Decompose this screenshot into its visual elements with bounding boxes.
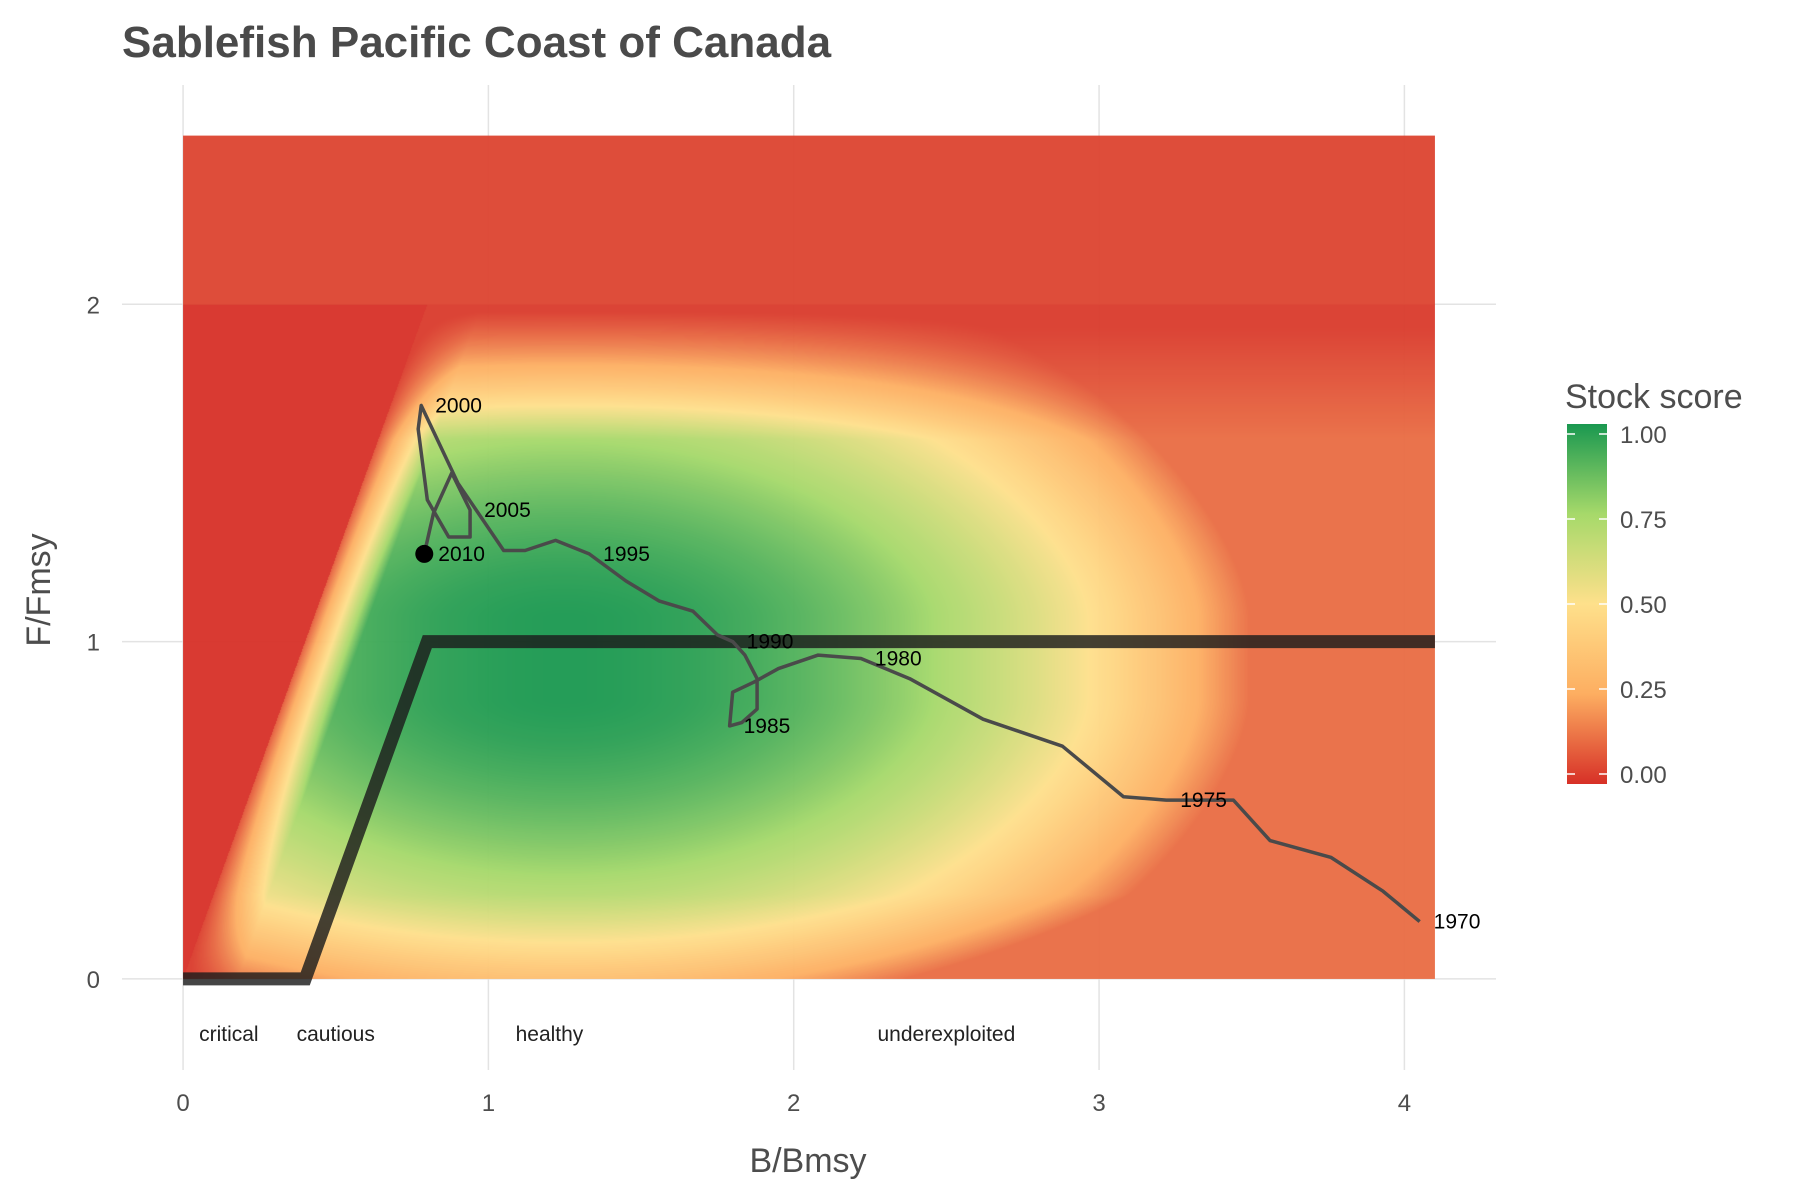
year-label: 1990 [747,631,794,654]
legend-tick-label: 0.75 [1620,507,1667,534]
x-tick-label: 1 [482,1090,495,1117]
zone-label: cautious [297,1023,375,1046]
trajectory-line [416,403,1421,923]
legend-tick-label: 1.00 [1620,422,1667,449]
year-label: 1980 [875,647,922,670]
x-tick-label: 4 [1398,1090,1411,1117]
year-label: 1970 [1434,911,1481,934]
x-tick-label: 3 [1092,1090,1105,1117]
axis-ticks: 0 1 2 3 4 0 1 2 [87,292,1411,1117]
zone-label: critical [199,1023,259,1046]
x-axis-title: B/Bmsy [749,1142,866,1180]
year-label: 2010 [438,543,485,566]
legend-ticks: 0.00 0.25 0.50 0.75 1.00 [1567,422,1667,789]
legend-tick-label: 0.25 [1620,677,1667,704]
zone-label-layer: critical cautious healthy underexploited [199,1023,1015,1046]
legend: Stock score 0.00 0.25 0.50 0.75 1.00 [1565,378,1743,789]
heatmap-image [183,135,1435,979]
year-label-layer: 1970 1975 1980 1985 1990 1995 2000 2005 2010 [435,394,1480,933]
current-year-point [415,544,434,563]
legend-tick-label: 0.00 [1620,762,1667,789]
year-label: 2005 [484,499,531,522]
year-label: 1995 [603,543,650,566]
reference-line-layer [183,635,1435,986]
year-label: 2000 [435,394,482,417]
year-label: 1975 [1180,789,1227,812]
x-tick-label: 2 [787,1090,800,1117]
y-tick-label: 2 [87,292,100,319]
year-label: 1985 [744,715,791,738]
zone-label: underexploited [878,1023,1016,1046]
x-tick-label: 0 [176,1090,189,1117]
stock-score-heatmap [183,135,1435,979]
legend-tick-label: 0.50 [1620,592,1667,619]
y-tick-label: 1 [87,630,100,657]
chart-title: Sablefish Pacific Coast of Canada [122,18,832,67]
y-axis-title: F/Fmsy [20,533,58,646]
trajectory-layer [415,403,1421,923]
legend-title: Stock score [1565,378,1743,416]
zone-label: healthy [516,1023,584,1046]
reference-line [183,635,1435,986]
y-tick-label: 0 [87,967,100,994]
